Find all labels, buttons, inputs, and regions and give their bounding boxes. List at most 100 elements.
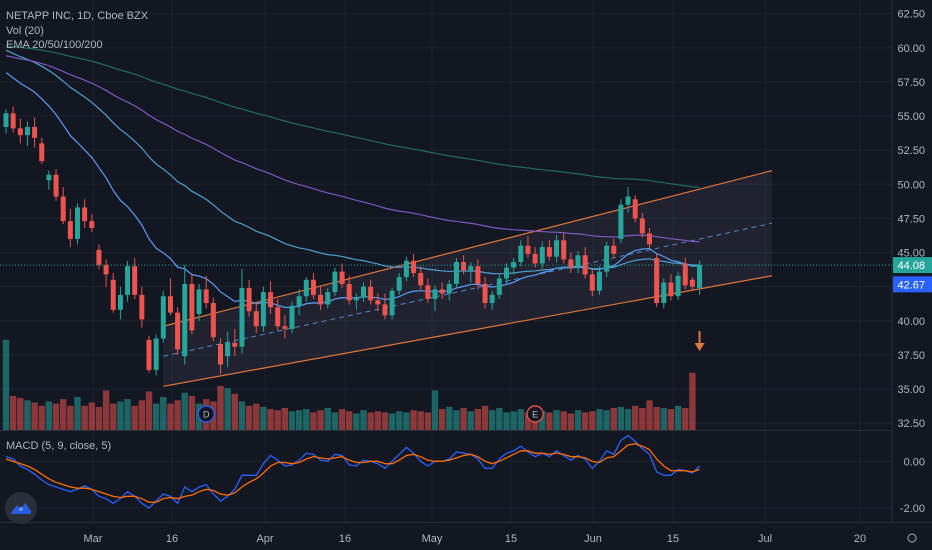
- candle-body: [439, 289, 445, 294]
- candle-body: [554, 240, 560, 257]
- volume-bar: [553, 410, 560, 430]
- candle-body: [139, 294, 145, 320]
- volume-bar: [481, 405, 489, 430]
- volume-bar: [288, 411, 296, 430]
- candle-body: [110, 279, 116, 310]
- candle-body: [639, 218, 645, 234]
- candle-body: [482, 283, 488, 304]
- event-marker: [526, 405, 544, 423]
- volume-bar: [517, 409, 524, 430]
- volume-bar: [674, 405, 682, 430]
- volume-bar: [396, 411, 403, 430]
- candle-body: [67, 221, 73, 239]
- candle-body: [432, 289, 438, 299]
- volume-bar: [510, 411, 517, 430]
- candle-body: [282, 326, 288, 329]
- tradingview-logo-icon[interactable]: [5, 492, 37, 524]
- candle-body: [661, 282, 667, 304]
- candle-body: [403, 260, 409, 278]
- volume-bar: [653, 406, 660, 430]
- volume-bar: [446, 406, 453, 430]
- volume-bar: [67, 405, 74, 430]
- signal-line: [5, 443, 700, 503]
- price-axis-tick: 55.00: [897, 111, 925, 123]
- volume-bar: [367, 412, 374, 430]
- event-marker-label: E: [532, 410, 538, 420]
- down-arrow-head-icon: [694, 343, 705, 351]
- price-axis-tick: 62.50: [897, 9, 925, 21]
- candle-body: [446, 283, 452, 294]
- volume-bar: [31, 402, 38, 430]
- volume-bar: [145, 391, 153, 430]
- volume-bar: [238, 401, 246, 430]
- candle-body: [24, 126, 30, 136]
- candle-body: [75, 207, 80, 239]
- volume-bar: [410, 410, 417, 430]
- candle-body: [518, 245, 524, 263]
- price-axis-tick: 52.50: [897, 145, 925, 157]
- candle-body: [10, 113, 16, 129]
- volume-bar: [639, 408, 646, 430]
- volume-bar: [424, 412, 432, 430]
- candle-body: [625, 196, 631, 205]
- candle-body: [303, 279, 309, 297]
- candle-body: [425, 285, 431, 299]
- candle-body: [225, 342, 231, 357]
- volume-bar: [403, 412, 410, 430]
- volume-bar: [353, 413, 360, 430]
- candle-body: [504, 267, 509, 279]
- price-axis-tick: 47.50: [897, 213, 925, 225]
- ema-legend: EMA 20/50/100/200: [6, 39, 103, 51]
- candle-body: [246, 288, 252, 312]
- candle-body: [353, 297, 359, 301]
- ema-200-line: [5, 45, 700, 189]
- volume-bar: [610, 408, 617, 430]
- time-axis-tick: May: [422, 533, 443, 545]
- volume-bar: [95, 406, 103, 430]
- volume-bar: [338, 409, 346, 430]
- volume-bar: [460, 408, 467, 430]
- candle-body: [496, 278, 502, 295]
- candle-body: [210, 303, 216, 338]
- macd-axis-tick: -2.00: [900, 503, 925, 515]
- ema-100-line: [5, 55, 700, 243]
- candle-body: [561, 240, 567, 260]
- candle-body: [382, 304, 388, 316]
- volume-bar: [188, 395, 196, 430]
- candle-body: [568, 259, 574, 268]
- ema-price-tag: [893, 276, 932, 293]
- candle-body: [60, 196, 66, 222]
- volume-bar: [660, 408, 667, 430]
- macd-legend: MACD (5, 9, close, 5): [6, 440, 112, 452]
- volume-bar: [539, 411, 546, 430]
- volume-bar: [174, 400, 181, 430]
- volume-bar: [274, 410, 281, 430]
- volume-bar: [374, 411, 381, 430]
- candle-body: [239, 288, 245, 347]
- time-axis-tick: Jul: [758, 533, 772, 545]
- volume-bar: [45, 401, 53, 430]
- volume-bar: [9, 395, 17, 430]
- candle-body: [682, 263, 688, 286]
- volume-bar: [303, 409, 310, 430]
- candle-body: [589, 274, 595, 291]
- volume-bar: [217, 386, 224, 430]
- price-axis-tick: 32.50: [897, 418, 925, 430]
- time-axis-tick: Jun: [584, 533, 602, 545]
- volume-bar: [81, 405, 88, 430]
- volume-bar: [682, 408, 689, 430]
- settings-gear-icon[interactable]: [907, 533, 917, 543]
- candle-body: [53, 174, 59, 197]
- candle-body: [117, 294, 123, 310]
- volume-bar: [560, 411, 567, 430]
- volume-bar: [589, 411, 596, 430]
- volume-bar: [310, 412, 317, 430]
- volume-bar: [260, 406, 267, 430]
- volume-bar: [567, 413, 575, 430]
- candle-body: [332, 271, 338, 293]
- volume-bar: [167, 403, 174, 430]
- candle-body: [325, 292, 331, 305]
- trend-channel-mid-extension: [434, 222, 773, 298]
- trend-channel-mid: [163, 296, 436, 357]
